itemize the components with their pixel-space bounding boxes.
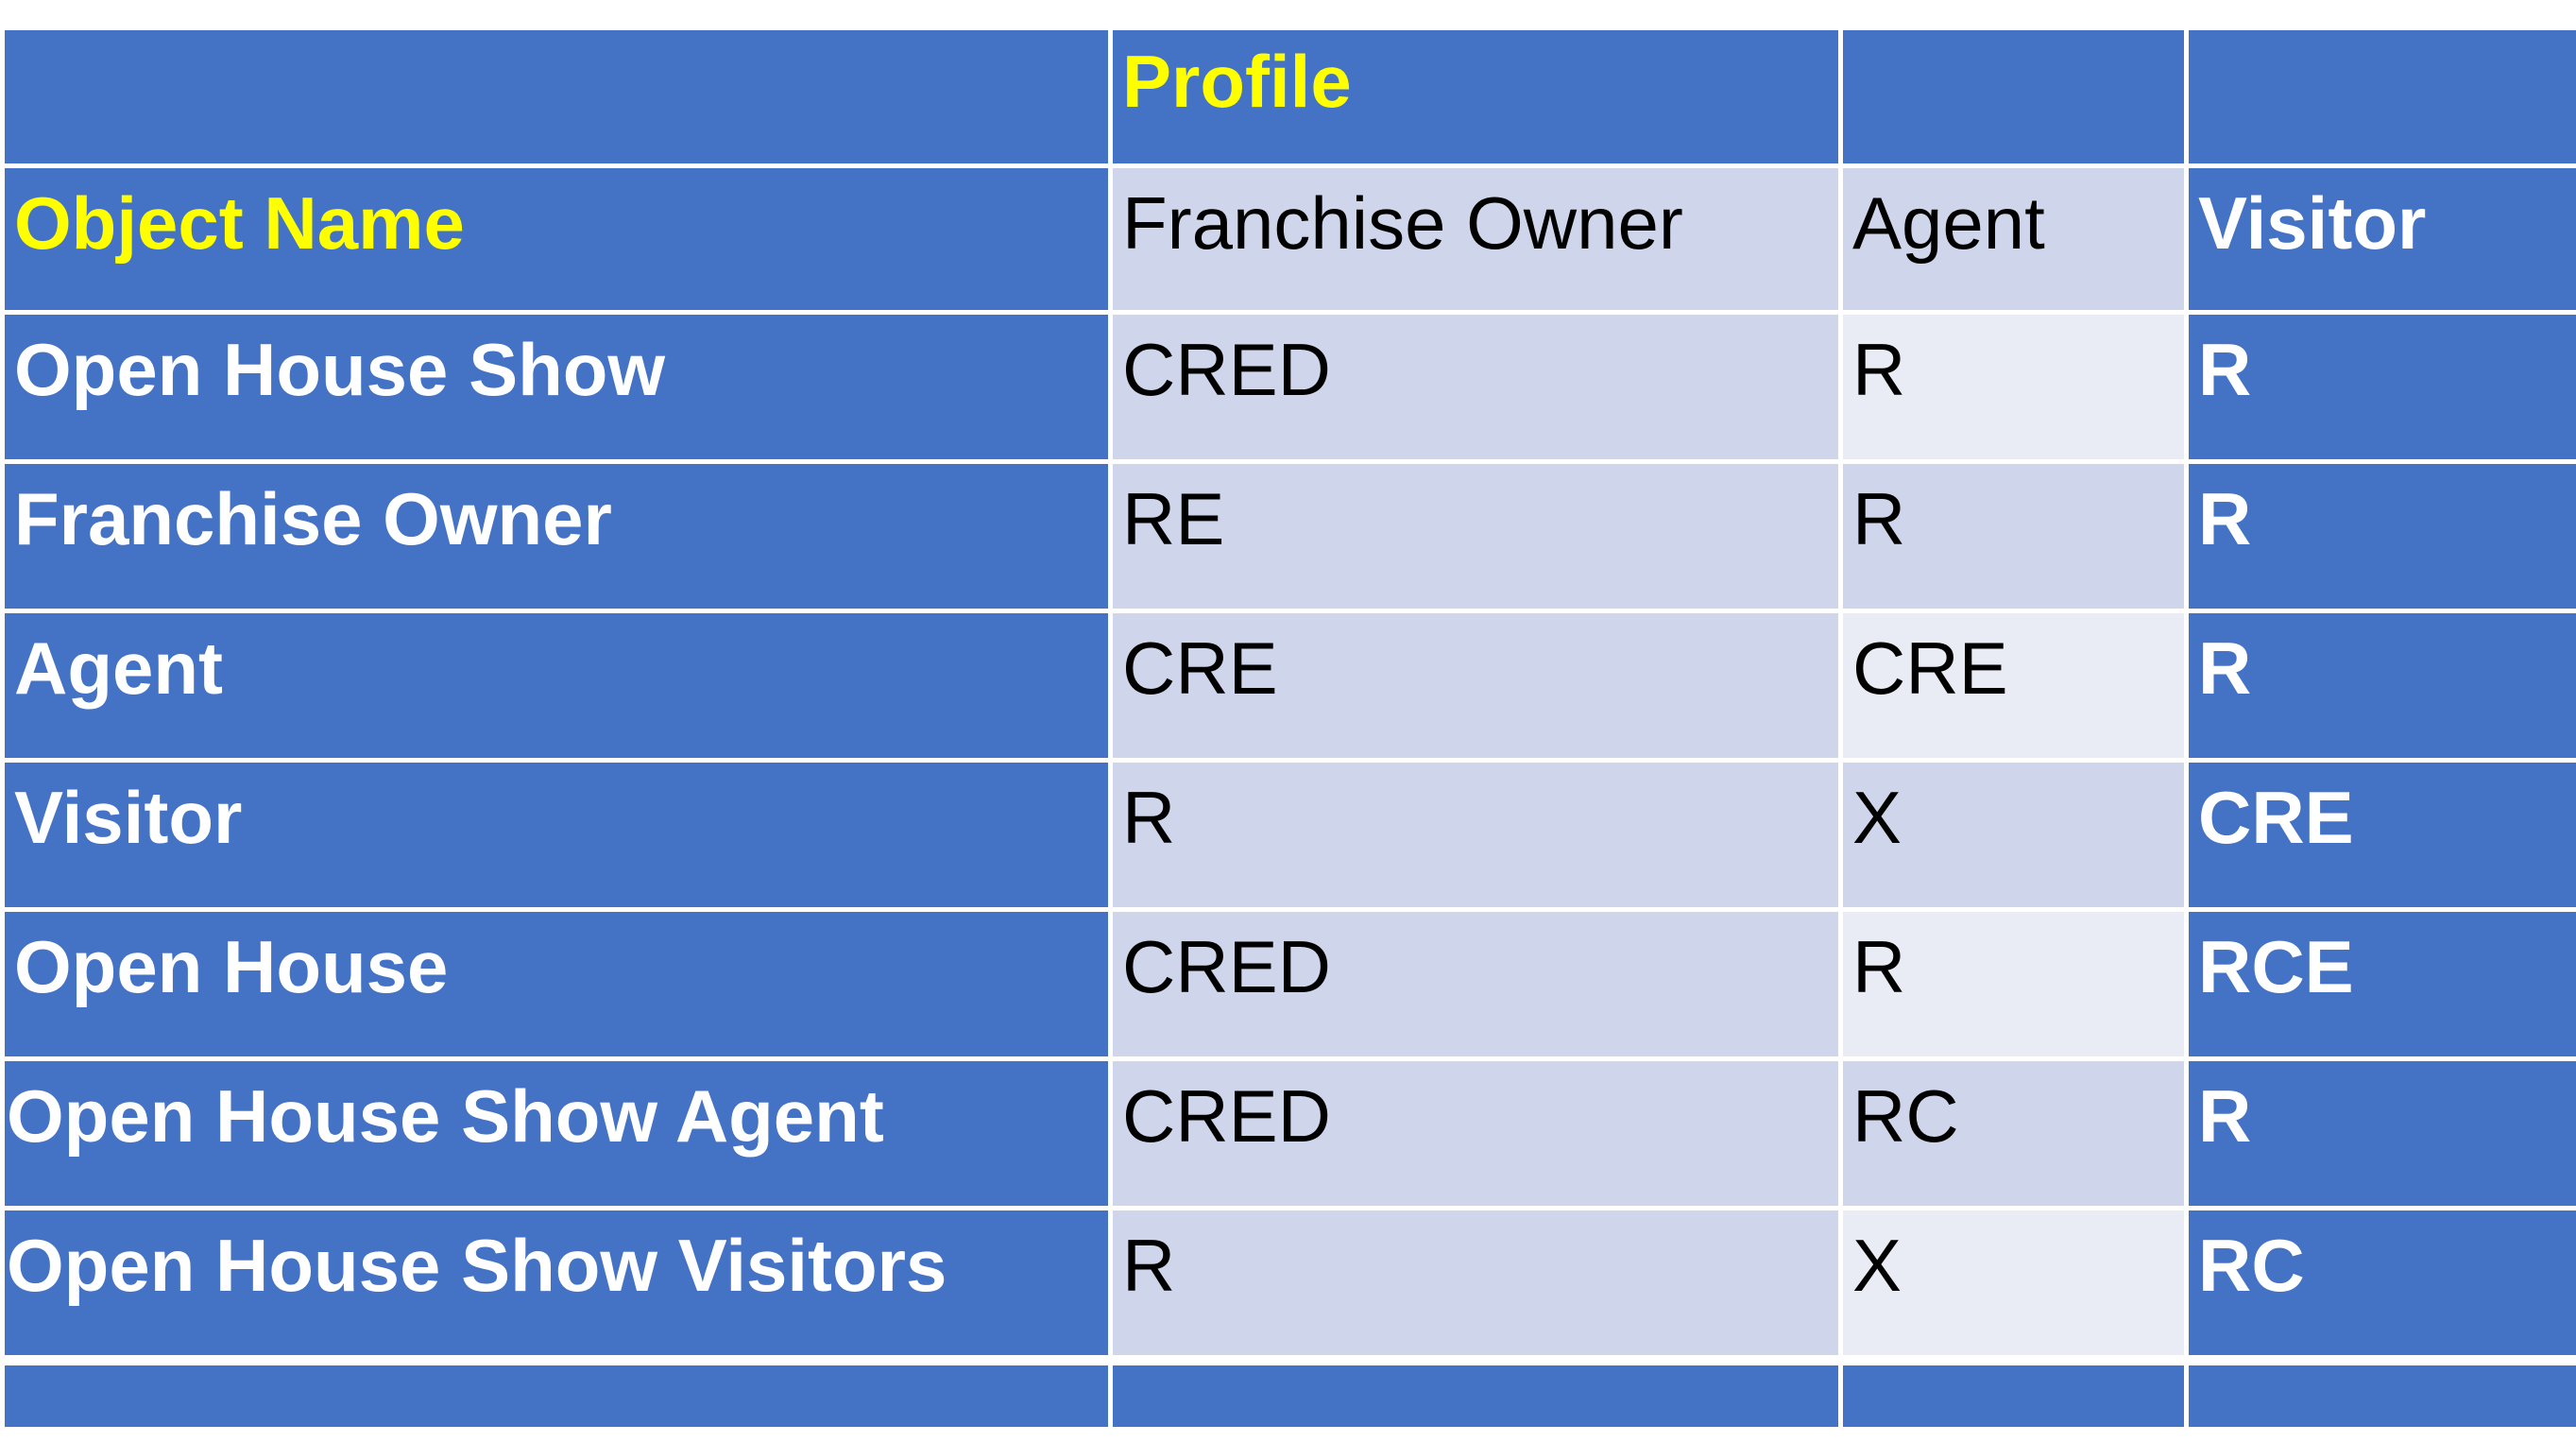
- row-object-name: Open House Show Agent: [5, 1061, 1108, 1206]
- table-corner-cell: [5, 30, 1108, 163]
- cell-agent: CRE: [1843, 613, 2184, 758]
- column-header-visitor: Visitor: [2189, 168, 2576, 310]
- table-footer-cell: [2189, 1365, 2576, 1427]
- cell-agent: RC: [1843, 1061, 2184, 1206]
- cell-agent: R: [1843, 912, 2184, 1056]
- row-object-name: Franchise Owner: [5, 464, 1108, 609]
- row-object-name: Open House Show: [5, 315, 1108, 459]
- cell-visitor: RC: [2189, 1210, 2576, 1355]
- row-object-name: Visitor: [5, 763, 1108, 907]
- cell-agent: X: [1843, 763, 2184, 907]
- super-header-filler-visitor: [2189, 30, 2576, 163]
- cell-franchise-owner: CRE: [1113, 613, 1838, 758]
- cell-franchise-owner: R: [1113, 763, 1838, 907]
- cell-visitor: CRE: [2189, 763, 2576, 907]
- row-object-name: Open House: [5, 912, 1108, 1056]
- cell-franchise-owner: R: [1113, 1210, 1838, 1355]
- cell-visitor: R: [2189, 315, 2576, 459]
- table-footer-cell: [5, 1365, 1108, 1427]
- cell-franchise-owner: CRED: [1113, 912, 1838, 1056]
- cell-visitor: R: [2189, 1061, 2576, 1206]
- profile-super-header: Profile: [1113, 30, 1838, 163]
- cell-franchise-owner: CRED: [1113, 315, 1838, 459]
- object-name-header: Object Name: [5, 168, 1108, 310]
- cell-visitor: R: [2189, 464, 2576, 609]
- permissions-table: Profile Object Name Franchise Owner Agen…: [5, 30, 2576, 1427]
- row-object-name: Open House Show Visitors: [5, 1210, 1108, 1355]
- table-footer-cell: [1843, 1365, 2184, 1427]
- cell-franchise-owner: RE: [1113, 464, 1838, 609]
- cell-agent: R: [1843, 464, 2184, 609]
- cell-franchise-owner: CRED: [1113, 1061, 1838, 1206]
- cell-agent: R: [1843, 315, 2184, 459]
- cell-visitor: RCE: [2189, 912, 2576, 1056]
- column-header-agent: Agent: [1843, 168, 2184, 310]
- column-header-franchise-owner: Franchise Owner: [1113, 168, 1838, 310]
- row-object-name: Agent: [5, 613, 1108, 758]
- cell-visitor: R: [2189, 613, 2576, 758]
- cell-agent: X: [1843, 1210, 2184, 1355]
- super-header-filler-agent: [1843, 30, 2184, 163]
- table-footer-cell: [1113, 1365, 1838, 1427]
